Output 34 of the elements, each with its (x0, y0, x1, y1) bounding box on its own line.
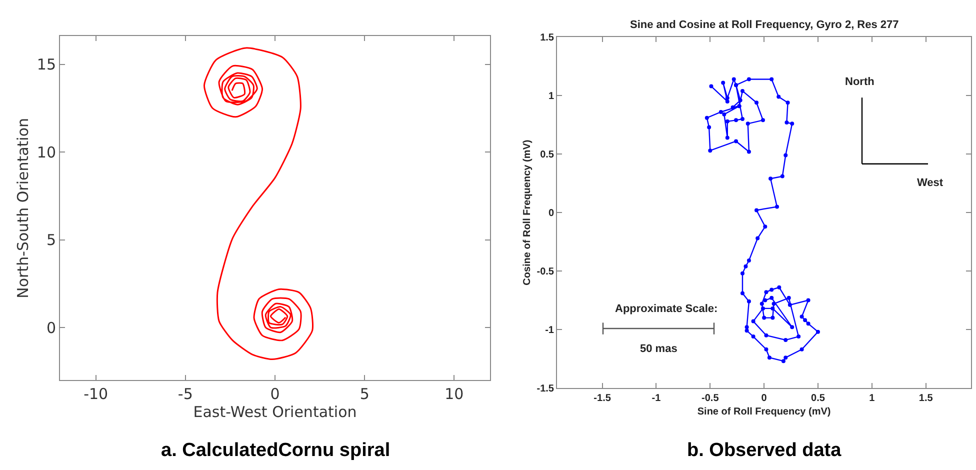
y-tick-label: 0.5 (540, 150, 554, 161)
chart-title: Sine and Cosine at Roll Frequency, Gyro 2, Res 277 (630, 19, 899, 31)
x-tick-label: -10 (84, 385, 108, 404)
x-tick-label: 0.5 (811, 392, 826, 404)
y-tick-label: 5 (46, 231, 56, 250)
x-tick-label: 1 (869, 392, 876, 404)
text: b. Observed data (687, 440, 842, 461)
y-axis-title: Cosine of Roll Frequency (mV) (522, 140, 533, 286)
x-tick-label: 0 (270, 385, 280, 404)
line-series (203, 47, 314, 360)
annotation: 50 mas (640, 343, 678, 355)
x-tick-label: 5 (360, 385, 370, 404)
x-tick-label: 0 (761, 392, 768, 404)
x-tick-label: -1.5 (594, 392, 612, 404)
annotation: North (845, 76, 875, 88)
y-tick-label: 15 (36, 56, 56, 74)
y-tick-label: 10 (36, 143, 56, 162)
y-tick-label: -0.5 (536, 266, 554, 278)
y-tick-label: 0 (46, 318, 56, 337)
x-tick-label: -5 (178, 385, 193, 404)
text: a. CalculatedCornu spiral (161, 440, 390, 461)
y-axis-title: North-South Orientation (14, 118, 32, 298)
annotation: West (917, 177, 944, 189)
x-tick-label: 10 (444, 385, 464, 404)
x-tick-label: -1 (652, 392, 662, 404)
y-tick-label: 0 (548, 208, 554, 220)
x-tick-label: 1.5 (918, 392, 934, 404)
x-axis-title: East-West Orientation (193, 403, 357, 422)
x-tick-label: -0.5 (702, 392, 720, 404)
y-tick-label: -1 (545, 324, 554, 336)
y-tick-label: 1.5 (540, 32, 554, 44)
x-axis-title: Sine of Roll Frequency (mV) (697, 406, 831, 418)
y-tick-label: 1 (548, 91, 554, 102)
annotation: Approximate Scale: (615, 303, 718, 315)
